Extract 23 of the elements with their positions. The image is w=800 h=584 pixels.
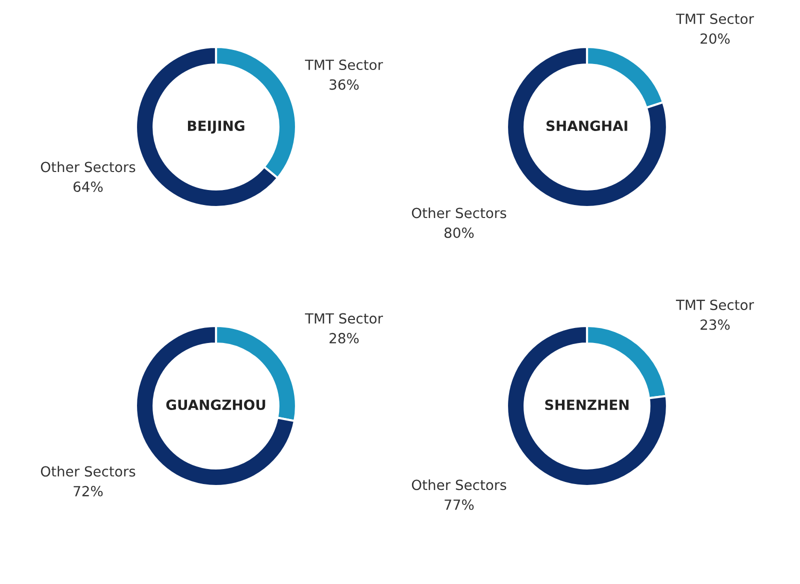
data-label: 72% xyxy=(74,486,103,496)
data-label: 36% xyxy=(330,79,359,90)
donut-slice xyxy=(506,46,668,208)
slice-label: Other Sectors xyxy=(40,161,136,172)
text: GUANGZHOU xyxy=(166,400,266,410)
slice-label: Other Sectors xyxy=(412,479,506,490)
text: SHANGHAI xyxy=(546,120,628,132)
data-label: 28% xyxy=(330,332,359,344)
data-label: 80% xyxy=(444,227,474,238)
donut-slice xyxy=(506,324,668,488)
text: BEIJING xyxy=(188,120,244,134)
donut-slice xyxy=(134,324,296,488)
data-label: 23% xyxy=(700,319,730,330)
data-label: 77% xyxy=(444,499,474,510)
slice-label: Other Sectors xyxy=(40,466,136,477)
slice-label: TMT Sector xyxy=(304,60,384,70)
slice-label: Other Sectors xyxy=(412,207,506,218)
data-label: 64% xyxy=(74,182,103,192)
slice-label: TMT Sector xyxy=(676,14,754,24)
data-label: 20% xyxy=(700,33,730,44)
slice-label: TMT Sector xyxy=(676,300,754,310)
text: SHENZHEN xyxy=(545,400,628,410)
slice-label: TMT Sector xyxy=(304,313,384,324)
